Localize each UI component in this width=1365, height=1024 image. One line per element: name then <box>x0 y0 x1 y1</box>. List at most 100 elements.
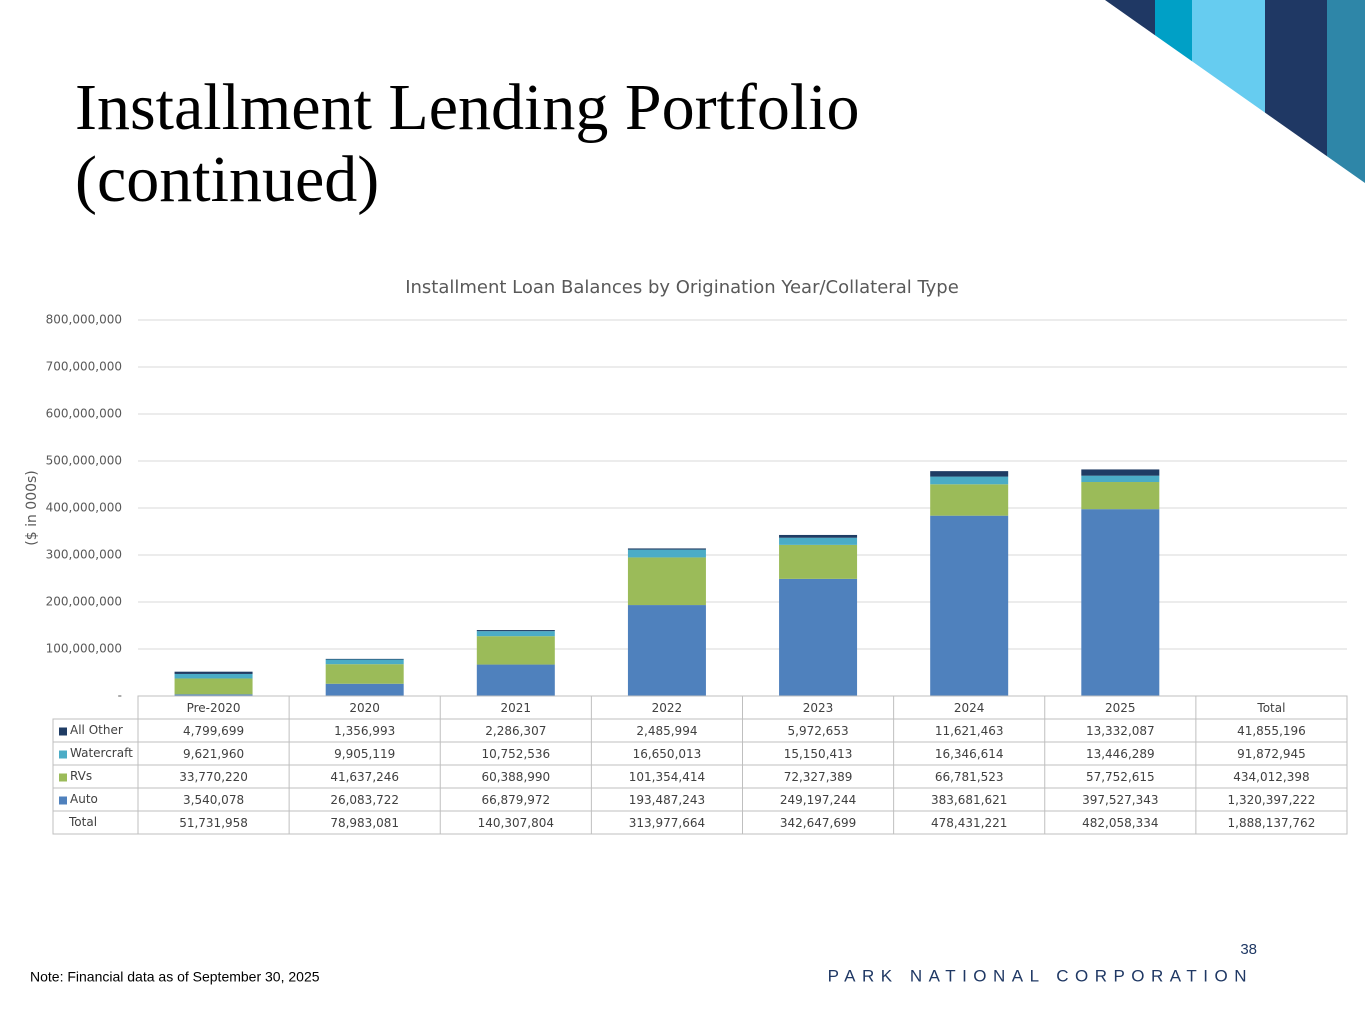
x-tick-label: 2021 <box>501 701 532 715</box>
table-cell: 66,879,972 <box>481 793 550 807</box>
y-tick-label: 500,000,000 <box>46 454 122 468</box>
table-cell: 91,872,945 <box>1237 747 1306 761</box>
y-tick-label: 100,000,000 <box>46 642 122 656</box>
legend-label: Watercraft <box>70 746 133 760</box>
table-cell: 10,752,536 <box>481 747 550 761</box>
table-cell: 15,150,413 <box>784 747 853 761</box>
y-tick-label: 700,000,000 <box>46 360 122 374</box>
slide-title: Installment Lending Portfolio (continued… <box>75 71 860 216</box>
bar-segment <box>1081 509 1160 696</box>
table-cell: 397,527,343 <box>1082 793 1158 807</box>
bar-segment <box>930 471 1009 477</box>
page-number: 38 <box>1240 941 1257 958</box>
x-tick-label: 2020 <box>349 701 380 715</box>
bar-segment <box>1081 469 1160 476</box>
legend-label: RVs <box>70 769 92 783</box>
x-tick-label: Pre-2020 <box>187 701 241 715</box>
table-cell: 383,681,621 <box>931 793 1007 807</box>
legend-swatch <box>59 750 67 759</box>
bar-segment <box>174 671 253 674</box>
bar-segment <box>779 578 858 696</box>
table-cell: 342,647,699 <box>780 816 856 830</box>
table-cell: 249,197,244 <box>780 793 856 807</box>
bar-segment <box>627 549 706 558</box>
bar-segment <box>627 548 706 550</box>
table-cell: 2,286,307 <box>485 724 546 738</box>
bar-segment <box>476 636 555 665</box>
x-tick-label: 2024 <box>954 701 985 715</box>
y-tick-label: - <box>118 689 122 703</box>
table-cell: 140,307,804 <box>478 816 554 830</box>
x-tick-label: 2022 <box>652 701 683 715</box>
table-cell: 5,972,653 <box>788 724 849 738</box>
table-cell: 41,855,196 <box>1237 724 1306 738</box>
table-cell: 41,637,246 <box>330 770 399 784</box>
bar-segment <box>174 694 253 696</box>
legend-label: Auto <box>70 792 98 806</box>
y-tick-label: 800,000,000 <box>46 313 122 327</box>
bar-segment <box>930 484 1009 516</box>
table-cell: 66,781,523 <box>935 770 1004 784</box>
table-cell: 13,332,087 <box>1086 724 1155 738</box>
bar-segment <box>930 515 1009 696</box>
bar-segment <box>325 659 404 665</box>
bar-segment <box>779 544 858 579</box>
footer-brand: PARK NATIONAL CORPORATION <box>828 966 1253 985</box>
x-tick-label: Total <box>1256 701 1285 715</box>
bar-segment <box>627 557 706 606</box>
bar-segment <box>627 605 706 696</box>
table-cell: 1,888,137,762 <box>1228 816 1316 830</box>
bar-segment <box>174 673 253 679</box>
table-cell: 16,346,614 <box>935 747 1004 761</box>
legend-swatch <box>59 796 67 805</box>
table-cell: 60,388,990 <box>481 770 550 784</box>
table-cell: 1,320,397,222 <box>1228 793 1316 807</box>
y-axis-label: ($ in 000s) <box>24 470 40 546</box>
bar-segment <box>476 664 555 696</box>
table-cell: 3,540,078 <box>183 793 244 807</box>
table-cell: 4,799,699 <box>183 724 244 738</box>
y-tick-label: 600,000,000 <box>46 407 122 421</box>
y-tick-label: 400,000,000 <box>46 501 122 515</box>
bar-segment <box>1081 482 1160 510</box>
y-tick-label: 200,000,000 <box>46 595 122 609</box>
y-tick-label: 300,000,000 <box>46 548 122 562</box>
table-cell: 16,650,013 <box>633 747 702 761</box>
table-cell: 313,977,664 <box>629 816 705 830</box>
table-cell: 13,446,289 <box>1086 747 1155 761</box>
bar-segment <box>325 664 404 684</box>
bar-segment <box>325 658 404 660</box>
bar-segment <box>476 630 555 632</box>
table-cell: 78,983,081 <box>330 816 399 830</box>
table-cell: 9,905,119 <box>334 747 395 761</box>
table-cell: 9,621,960 <box>183 747 244 761</box>
table-cell: 434,012,398 <box>1233 770 1309 784</box>
footnote: Note: Financial data as of September 30,… <box>30 969 320 985</box>
bar-segment <box>779 534 858 538</box>
chart-title: Installment Loan Balances by Origination… <box>405 277 959 298</box>
bar-segment <box>930 476 1009 485</box>
legend-label: Total <box>68 815 97 829</box>
table-cell: 1,356,993 <box>334 724 395 738</box>
table-cell: 193,487,243 <box>629 793 705 807</box>
table-cell: 26,083,722 <box>330 793 399 807</box>
table-cell: 482,058,334 <box>1082 816 1158 830</box>
table-cell: 101,354,414 <box>629 770 705 784</box>
table-cell: 57,752,615 <box>1086 770 1155 784</box>
bar-segment <box>476 631 555 637</box>
table-cell: 11,621,463 <box>935 724 1004 738</box>
table-cell: 33,770,220 <box>179 770 248 784</box>
table-cell: 2,485,994 <box>636 724 697 738</box>
bar-segment <box>779 537 858 545</box>
table-cell: 72,327,389 <box>784 770 853 784</box>
table-cell: 51,731,958 <box>179 816 248 830</box>
bar-segment <box>325 683 404 696</box>
corner-decoration <box>1105 0 1365 183</box>
legend-label: All Other <box>70 723 123 737</box>
bar-segment <box>1081 475 1160 483</box>
legend-swatch <box>59 727 67 736</box>
bar-segment <box>174 678 253 695</box>
table-cell: 478,431,221 <box>931 816 1007 830</box>
